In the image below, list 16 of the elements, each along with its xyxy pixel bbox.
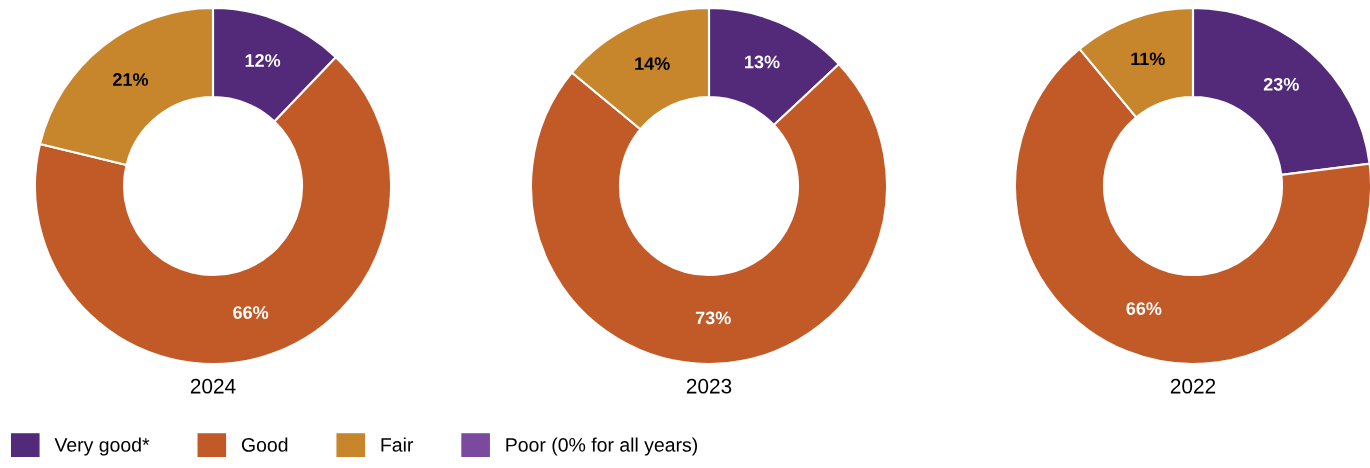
- legend-label: Fair: [381, 437, 414, 452]
- legend-label: Very good*: [54, 437, 150, 456]
- text: 2022: [1170, 378, 1216, 394]
- text: 2023: [686, 378, 732, 394]
- text: 2024: [190, 378, 236, 394]
- data-label: 21%: [113, 73, 149, 86]
- data-label: 13%: [745, 55, 780, 69]
- legend-label: Good: [241, 437, 288, 452]
- data-label: 12%: [245, 54, 281, 67]
- legend-label: Poor (0% for all years): [506, 437, 698, 456]
- data-label: 66%: [1126, 302, 1162, 315]
- data-label: 66%: [233, 306, 269, 319]
- data-label: 73%: [695, 311, 731, 325]
- data-label: 23%: [1263, 77, 1299, 91]
- data-label: 14%: [635, 57, 670, 71]
- data-label: 11%: [1131, 52, 1165, 66]
